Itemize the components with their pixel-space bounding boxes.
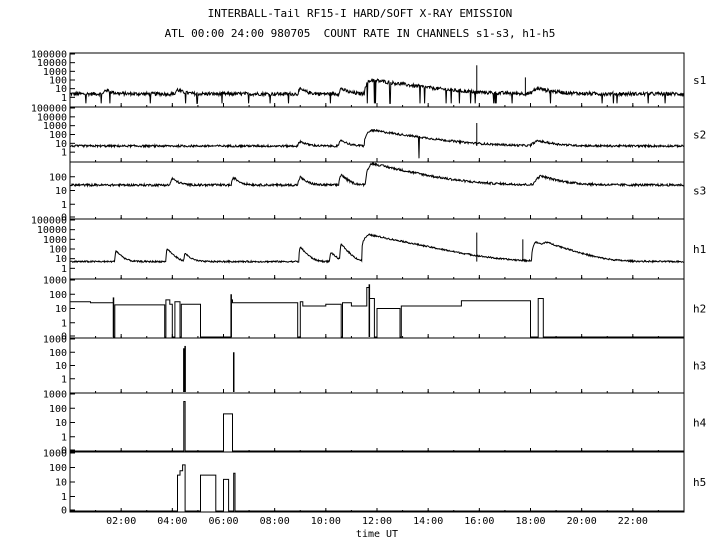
y-tick-label-s2: 1 [61, 148, 67, 159]
panel-h5: 0 1 10 100 1000 h5 [43, 449, 706, 517]
y-tick-label-h4: 0 [61, 446, 67, 457]
panel-label-h1: h1 [693, 243, 706, 256]
y-tick-label-s1: 100 [49, 76, 67, 87]
chart-title: INTERBALL-Tail RF15-I HARD/SOFT X-RAY EM… [207, 7, 513, 20]
y-tick-label-s1: 100000 [31, 50, 67, 61]
chart-subtitle: ATL 00:00 24:00 980705 COUNT RATE IN CHA… [164, 27, 556, 40]
y-tick-label-h1: 1000 [43, 235, 67, 246]
y-tick-label-h5: 1 [61, 492, 67, 503]
y-tick-label-h2: 0 [61, 332, 67, 343]
y-tick-label-s2: 10000 [37, 112, 67, 123]
y-tick-label-s1: 1 [61, 93, 67, 104]
x-tick-label: 14:00 [413, 516, 443, 527]
y-tick-label-s1: 10000 [37, 58, 67, 69]
panel-label-h4: h4 [693, 417, 707, 430]
y-tick-label-h4: 100 [49, 404, 67, 415]
y-tick-label-s2: 1000 [43, 121, 67, 132]
y-tick-label-h1: 1 [61, 264, 67, 275]
panel-h4: 0 1 10 100 1000 h4 [43, 390, 707, 457]
series-line-h1 [69, 233, 685, 264]
panel-label-s2: s2 [693, 129, 706, 142]
x-tick-label: 04:00 [157, 516, 187, 527]
series-line-s2 [69, 128, 685, 159]
y-tick-label-h3: 1 [61, 374, 67, 385]
y-tick-label-h2: 10 [55, 304, 67, 315]
panel-frame-h1 [69, 218, 685, 280]
y-tick-label-s2: 10 [55, 139, 67, 150]
x-tick-label: 18:00 [515, 516, 545, 527]
y-tick-label-h5: 0 [61, 506, 67, 517]
panels-layer: 110100100010000100000s111010010001000010… [31, 50, 707, 517]
series-line-s1 [69, 77, 685, 104]
panel-frame-h5 [69, 451, 685, 513]
y-tick-label-s1: 10 [55, 84, 67, 95]
panel-label-h5: h5 [693, 476, 706, 489]
y-tick-label-h1: 100000 [31, 216, 67, 227]
panel-label-s3: s3 [693, 185, 706, 198]
x-tick-label: 02:00 [106, 516, 136, 527]
x-tick-label: 22:00 [618, 516, 648, 527]
y-tick-label-h5: 10 [55, 478, 67, 489]
panel-h3: 1 10 100 1000 h3 [43, 335, 706, 394]
y-tick-label-h1: 10000 [37, 225, 67, 236]
panel-label-h2: h2 [693, 303, 706, 316]
y-tick-label-h2: 100 [49, 290, 67, 301]
y-tick-label-s3: 1 [61, 200, 67, 211]
y-tick-label-h4: 1000 [43, 390, 67, 401]
y-tick-label-h3: 1000 [43, 335, 67, 346]
y-tick-label-h4: 10 [55, 418, 67, 429]
panel-frame-s3 [69, 161, 685, 220]
x-tick-label: 16:00 [464, 516, 494, 527]
y-tick-label-h4: 1 [61, 432, 67, 443]
series-line-h4 [70, 401, 684, 452]
panel-s3: 0 1 10 100 s3 [49, 161, 706, 224]
panel-frame-h3 [69, 337, 685, 394]
y-tick-label-s2: 100000 [31, 104, 67, 115]
x-tick-label: 12:00 [362, 516, 392, 527]
y-tick-label-s2: 100 [49, 130, 67, 141]
series-line-h5 [70, 464, 684, 512]
y-tick-label-h5: 1000 [43, 449, 67, 460]
panel-label-s1: s1 [693, 74, 706, 87]
y-tick-label-s3: 10 [55, 186, 67, 197]
x-axis-label: time UT [356, 529, 398, 540]
y-tick-label-h5: 100 [49, 463, 67, 474]
x-tick-label: 06:00 [208, 516, 238, 527]
series-line-s3 [69, 161, 685, 188]
y-tick-label-h2: 1 [61, 318, 67, 329]
y-tick-label-h1: 10 [55, 254, 67, 265]
y-tick-label-h1: 100 [49, 245, 67, 256]
panel-h2: 0 1 10 100 1000 h2 [43, 276, 706, 343]
x-tick-label: 08:00 [260, 516, 290, 527]
y-tick-label-s3: 100 [49, 172, 67, 183]
x-tick-label: 10:00 [311, 516, 341, 527]
y-tick-label-h2: 1000 [43, 276, 67, 287]
y-tick-label-s3: 0 [61, 213, 67, 224]
panel-label-h3: h3 [693, 360, 706, 373]
panel-frame-h4 [69, 392, 685, 453]
x-tick-label: 20:00 [567, 516, 597, 527]
y-tick-label-h3: 10 [55, 361, 67, 372]
series-line-h2 [70, 287, 684, 338]
y-tick-label-s1: 1000 [43, 67, 67, 78]
y-tick-label-h3: 100 [49, 348, 67, 359]
x-axis: 02:00 04:00 06:00 08:00 10:00 12:00 14:00 16:00… [106, 516, 648, 540]
panel-frame-s2 [69, 106, 685, 163]
